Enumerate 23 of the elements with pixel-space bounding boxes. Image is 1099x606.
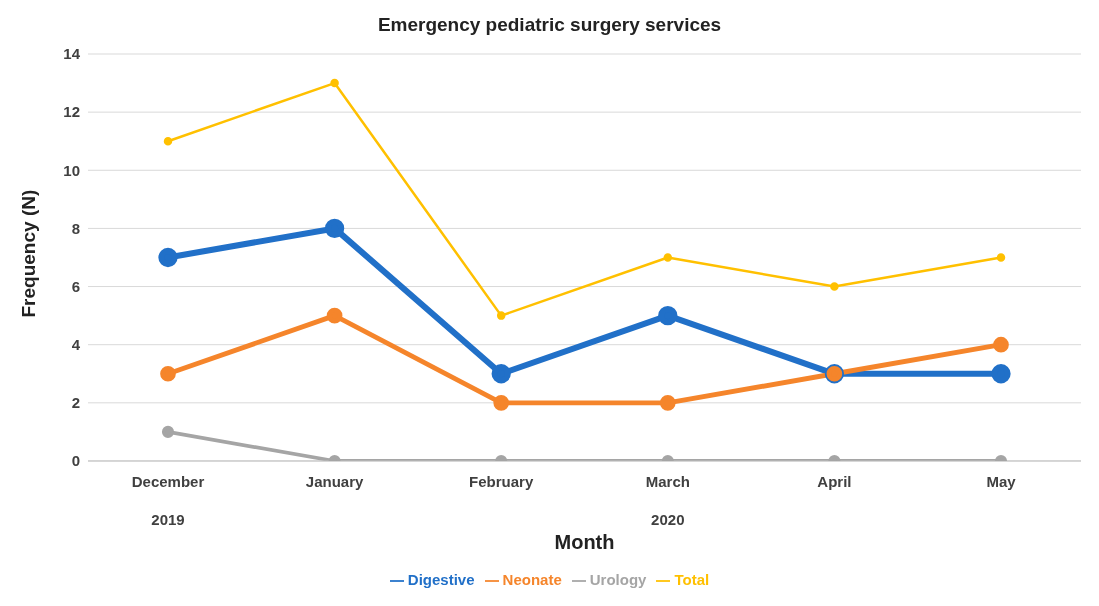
x-tick-label: March bbox=[645, 472, 690, 490]
x-tick-label: May bbox=[986, 472, 1017, 490]
legend-label: Total bbox=[674, 570, 710, 588]
x-tick-label: January bbox=[305, 472, 365, 490]
y-tick-label: 6 bbox=[71, 277, 80, 295]
y-tick-label: 2 bbox=[71, 394, 80, 412]
legend-label: Neonate bbox=[502, 570, 562, 588]
legend-label: Urology bbox=[589, 570, 647, 588]
y-tick-label: 10 bbox=[63, 161, 80, 179]
x-tick-label: December bbox=[131, 472, 205, 490]
y-tick-label: 12 bbox=[63, 103, 80, 121]
x-tick-label: April bbox=[817, 472, 852, 490]
y-tick-label: 14 bbox=[63, 45, 81, 63]
legend-label: Digestive bbox=[407, 570, 475, 588]
y-tick-label: 0 bbox=[71, 452, 80, 470]
chart-title: Emergency pediatric surgery services bbox=[376, 13, 723, 37]
text: 2020 bbox=[651, 510, 685, 528]
y-tick-label: 8 bbox=[71, 219, 80, 237]
x-axis-title: Month bbox=[554, 530, 615, 553]
y-axis-title: Frequency (N) bbox=[17, 189, 39, 318]
text: 2019 bbox=[151, 510, 185, 528]
x-tick-label: February bbox=[469, 472, 534, 490]
y-tick-label: 4 bbox=[71, 336, 81, 354]
